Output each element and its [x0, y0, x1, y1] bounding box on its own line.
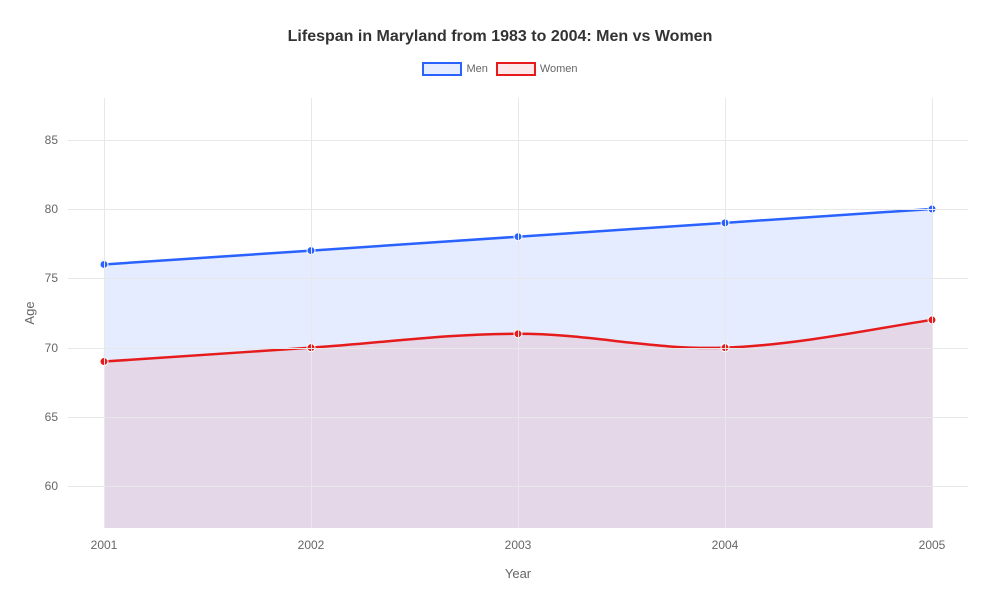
- legend-label-men: Men: [466, 63, 487, 75]
- plot-area: [68, 98, 968, 528]
- grid-line-v: [311, 98, 312, 528]
- legend-swatch-women: [496, 62, 536, 76]
- y-tick-label: 75: [45, 271, 58, 285]
- grid-line-h: [68, 209, 968, 210]
- y-tick-label: 60: [45, 479, 58, 493]
- grid-line-v: [104, 98, 105, 528]
- y-axis-title: Age: [22, 301, 37, 324]
- x-tick-label: 2005: [919, 538, 946, 552]
- y-tick-label: 85: [45, 133, 58, 147]
- legend-item-men: Men: [422, 62, 487, 76]
- x-tick-label: 2004: [712, 538, 739, 552]
- x-tick-label: 2001: [91, 538, 118, 552]
- legend-label-women: Women: [540, 63, 578, 75]
- x-tick-label: 2002: [298, 538, 325, 552]
- grid-line-v: [725, 98, 726, 528]
- grid-line-h: [68, 348, 968, 349]
- grid-line-v: [518, 98, 519, 528]
- x-axis-title: Year: [505, 566, 531, 581]
- grid-line-h: [68, 278, 968, 279]
- x-tick-label: 2003: [505, 538, 532, 552]
- grid-line-v: [932, 98, 933, 528]
- legend-swatch-men: [422, 62, 462, 76]
- y-tick-label: 70: [45, 341, 58, 355]
- y-tick-label: 80: [45, 202, 58, 216]
- chart-title: Lifespan in Maryland from 1983 to 2004: …: [0, 28, 1000, 46]
- legend: Men Women: [0, 62, 1000, 76]
- grid-line-h: [68, 417, 968, 418]
- legend-item-women: Women: [496, 62, 578, 76]
- y-tick-label: 65: [45, 410, 58, 424]
- grid-line-h: [68, 140, 968, 141]
- grid-line-h: [68, 486, 968, 487]
